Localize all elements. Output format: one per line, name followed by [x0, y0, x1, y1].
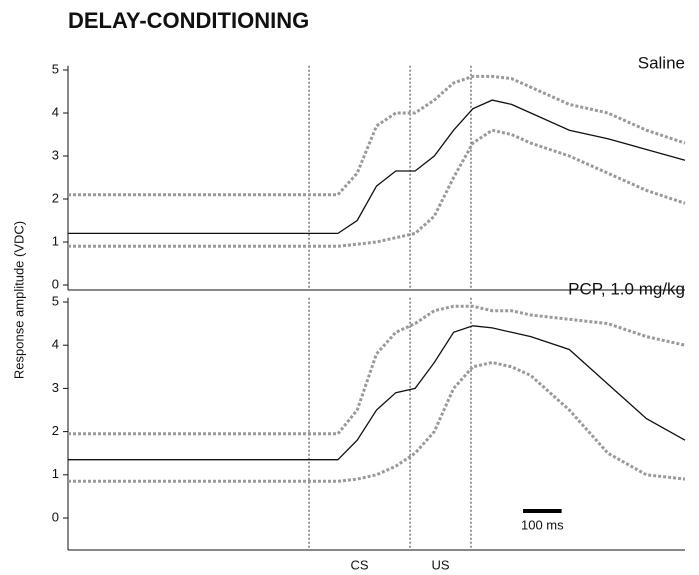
figure-title: DELAY-CONDITIONING	[68, 8, 309, 33]
y-tick-label: 2	[52, 190, 59, 205]
y-tick-label: 0	[52, 509, 59, 524]
y-tick-label: 1	[52, 466, 59, 481]
y-axis-label: Response amplitude (VDC)	[11, 221, 26, 379]
y-tick-label: 3	[52, 147, 59, 162]
panel-label: Saline	[638, 53, 685, 72]
mean-trace	[68, 325, 686, 461]
scale-bar-label: 100 ms	[521, 517, 564, 532]
panel-label: PCP, 1.0 mg/kg	[568, 279, 685, 298]
y-tick-label: 4	[52, 337, 59, 352]
trace-envelope	[68, 128, 686, 248]
event-label: US	[431, 557, 449, 572]
y-tick-label: 0	[52, 276, 59, 291]
y-tick-label: 1	[52, 233, 59, 248]
trace-envelope	[68, 74, 686, 197]
y-tick-label: 5	[52, 61, 59, 76]
trace-envelope	[68, 360, 686, 483]
trace-envelope	[68, 304, 686, 436]
y-tick-label: 3	[52, 380, 59, 395]
event-label: CS	[351, 557, 369, 572]
y-tick-label: 2	[52, 423, 59, 438]
mean-trace	[68, 99, 686, 235]
y-tick-label: 4	[52, 104, 59, 119]
y-tick-label: 5	[52, 293, 59, 308]
